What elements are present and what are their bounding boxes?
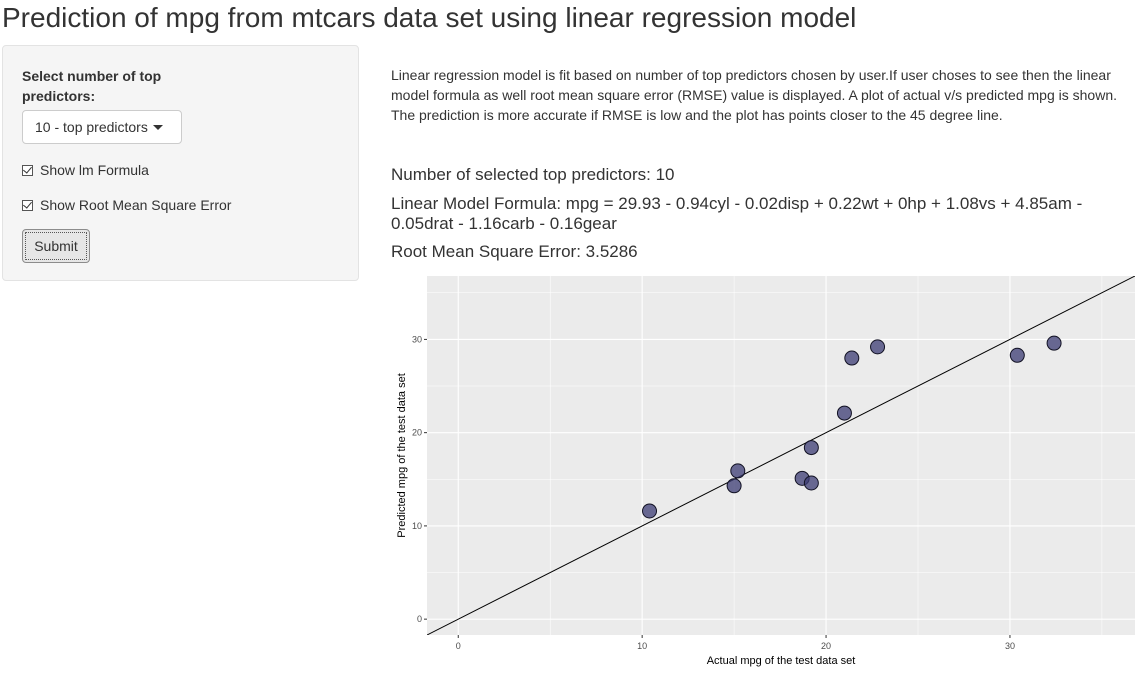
formula-output: Linear Model Formula: mpg = 29.93 - 0.94… bbox=[391, 194, 1083, 233]
data-point bbox=[726, 478, 742, 494]
show-formula-checkbox-row[interactable]: Show lm Formula bbox=[22, 162, 149, 178]
select-label: Select number of top predictors: bbox=[22, 68, 162, 104]
data-point bbox=[803, 475, 819, 491]
show-rmse-checkbox[interactable] bbox=[22, 198, 33, 211]
checkmark-icon bbox=[23, 198, 32, 209]
submit-button[interactable]: Submit bbox=[22, 229, 90, 263]
description-text: Linear regression model is fit based on … bbox=[391, 67, 1117, 123]
y-axis-title: Predicted mpg of the test data set bbox=[396, 373, 408, 537]
num-predictors-output: Number of selected top predictors: 10 bbox=[391, 165, 675, 184]
show-formula-checkbox[interactable] bbox=[22, 163, 33, 176]
data-point bbox=[1009, 347, 1025, 363]
predictor-select-value: 10 - top predictors bbox=[35, 119, 148, 135]
reference-line-45deg bbox=[427, 276, 1135, 635]
data-point bbox=[844, 350, 860, 366]
caret-down-icon bbox=[153, 125, 163, 130]
data-point bbox=[870, 339, 886, 355]
x-tick-label: 20 bbox=[821, 641, 831, 651]
data-point bbox=[836, 405, 852, 421]
sidebar-panel: Select number of top predictors: 10 - to… bbox=[2, 45, 359, 281]
rmse-output: Root Mean Square Error: 3.5286 bbox=[391, 242, 638, 261]
data-point bbox=[642, 503, 658, 519]
y-tick-label: 10 bbox=[412, 521, 422, 531]
checkmark-icon bbox=[23, 163, 32, 174]
page-title: Prediction of mpg from mtcars data set u… bbox=[2, 2, 857, 33]
data-point bbox=[1046, 335, 1062, 351]
y-tick-label: 0 bbox=[417, 614, 422, 624]
show-rmse-label: Show Root Mean Square Error bbox=[40, 197, 232, 213]
data-point bbox=[730, 463, 746, 479]
x-tick-label: 0 bbox=[456, 641, 461, 651]
y-tick-label: 30 bbox=[412, 334, 422, 344]
x-tick-label: 30 bbox=[1005, 641, 1015, 651]
x-tick-label: 10 bbox=[637, 641, 647, 651]
actual-vs-predicted-plot: 0 10 20 30 0 10 20 30 Actual mpg of the test dat… bbox=[396, 276, 1135, 667]
show-rmse-checkbox-row[interactable]: Show Root Mean Square Error bbox=[22, 197, 231, 213]
x-axis-title: Actual mpg of the test data set bbox=[707, 655, 856, 667]
y-tick-label: 20 bbox=[412, 428, 422, 438]
show-formula-label: Show lm Formula bbox=[40, 162, 149, 178]
predictor-count-select[interactable]: 10 - top predictors bbox=[22, 110, 182, 144]
data-point bbox=[803, 440, 819, 456]
